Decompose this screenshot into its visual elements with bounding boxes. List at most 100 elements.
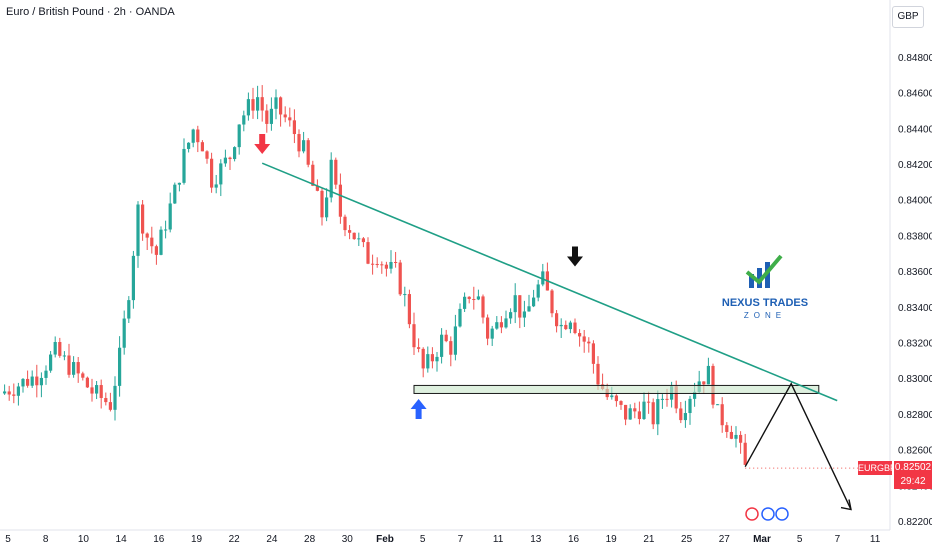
candle-body xyxy=(674,386,678,409)
candle-body xyxy=(716,404,720,406)
candle-body xyxy=(458,308,462,327)
candle-body xyxy=(578,333,582,337)
candle-body xyxy=(113,385,117,410)
candle-body xyxy=(513,295,517,313)
candle-body xyxy=(12,394,16,396)
candle-body xyxy=(348,230,352,233)
candle-body xyxy=(72,362,76,375)
candle-body xyxy=(283,114,287,118)
bar-countdown: 29:42 xyxy=(900,476,926,487)
candle-body xyxy=(509,312,513,319)
x-tick-label: 5 xyxy=(420,534,426,545)
x-tick-label: 25 xyxy=(681,534,693,545)
candle-body xyxy=(99,385,103,399)
candle-body xyxy=(472,298,476,300)
candle-body xyxy=(49,354,53,371)
candle-body xyxy=(559,324,563,327)
y-tick-label: 0.82200 xyxy=(898,517,932,528)
candle-body xyxy=(214,184,218,188)
x-tick-label: 19 xyxy=(191,534,203,545)
candle-body xyxy=(527,306,531,312)
candle-body xyxy=(26,378,30,386)
x-tick-label: 11 xyxy=(870,534,881,545)
y-tick-label: 0.84800 xyxy=(898,53,932,64)
candle-body xyxy=(104,398,108,403)
candle-body xyxy=(532,297,536,307)
candle-body xyxy=(407,294,411,325)
candle-body xyxy=(633,408,637,412)
candle-body xyxy=(90,387,94,394)
candle-body xyxy=(417,347,421,349)
candle-body xyxy=(242,115,246,125)
y-tick-label: 0.84600 xyxy=(898,89,932,100)
y-tick-label: 0.83200 xyxy=(898,338,932,349)
y-tick-label: 0.83400 xyxy=(898,303,932,314)
candle-body xyxy=(164,229,168,231)
x-tick-label: 5 xyxy=(797,534,803,545)
candle-body xyxy=(656,399,660,425)
x-tick-label: 22 xyxy=(229,534,241,545)
y-tick-label: 0.82600 xyxy=(898,446,932,457)
candle-body xyxy=(219,163,223,185)
candle-body xyxy=(614,395,618,402)
candle-body xyxy=(389,262,393,269)
candle-body xyxy=(444,334,448,342)
candle-body xyxy=(435,356,439,362)
candle-body xyxy=(568,322,572,330)
candle-body xyxy=(196,129,200,143)
candle-body xyxy=(159,229,163,255)
y-tick-label: 0.83800 xyxy=(898,231,932,242)
candle-body xyxy=(265,110,269,124)
candle-body xyxy=(412,324,416,348)
y-tick-label: 0.84200 xyxy=(898,160,932,171)
projection-path xyxy=(744,382,852,510)
candle-body xyxy=(58,342,62,356)
candle-body xyxy=(624,404,628,420)
candle-body xyxy=(288,117,292,121)
candle-body xyxy=(665,398,669,400)
candle-body xyxy=(21,378,25,387)
candle-body xyxy=(343,216,347,231)
candle-body xyxy=(366,242,370,264)
x-tick-label: 7 xyxy=(458,534,464,545)
candle-body xyxy=(729,431,733,439)
candle-body xyxy=(596,363,600,385)
candle-body xyxy=(688,398,692,414)
candle-body xyxy=(182,148,186,183)
candle-body xyxy=(660,398,664,400)
candle-body xyxy=(338,184,342,217)
candle-body xyxy=(85,377,89,388)
x-tick-label: 14 xyxy=(116,534,128,545)
candle-body xyxy=(430,354,434,362)
candle-body xyxy=(522,311,526,318)
candle-body xyxy=(734,434,738,439)
candle-body xyxy=(702,381,706,385)
descending-trendline xyxy=(261,162,838,402)
candle-body xyxy=(476,296,480,300)
y-tick-label: 0.84000 xyxy=(898,196,932,207)
x-tick-label: 27 xyxy=(719,534,731,545)
candle-body xyxy=(30,376,34,386)
candle-body xyxy=(274,97,278,109)
candle-body xyxy=(371,263,375,265)
currency-selector[interactable]: GBP xyxy=(892,6,924,28)
candle-body xyxy=(228,157,232,160)
candle-body xyxy=(108,402,112,410)
candle-body xyxy=(398,262,402,295)
x-tick-label: 21 xyxy=(643,534,655,545)
blue-up-arrow-icon xyxy=(410,399,427,420)
x-tick-label: 13 xyxy=(530,534,542,545)
candle-body xyxy=(651,402,655,425)
y-tick-label: 0.83600 xyxy=(898,267,932,278)
chart-title: Euro / British Pound · 2h · OANDA xyxy=(6,6,175,18)
candle-body xyxy=(177,182,181,185)
candle-body xyxy=(679,408,683,421)
candle-body xyxy=(200,142,204,152)
candle-body xyxy=(642,401,646,419)
candle-body xyxy=(499,322,503,328)
candle-body xyxy=(706,365,710,385)
last-price-label: 0.82502 29:42 xyxy=(894,461,932,489)
candle-body xyxy=(233,147,237,160)
red-down-arrow-icon xyxy=(254,134,271,155)
